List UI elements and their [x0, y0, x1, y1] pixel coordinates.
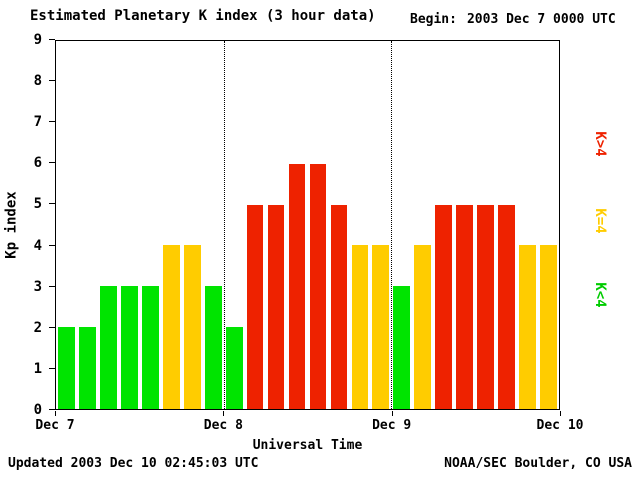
- kp-bar: [141, 286, 159, 409]
- x-axis: Dec 7 Dec 8 Dec 9 Dec 10: [35, 411, 583, 443]
- bars-layer: [56, 41, 559, 409]
- kp-bar: [288, 163, 306, 409]
- kp-bar: [330, 204, 348, 409]
- kp-bar: [351, 245, 369, 409]
- x-tick-mark: [55, 411, 56, 416]
- x-axis-title: Universal Time: [252, 438, 363, 453]
- x-tick-mark: [223, 411, 225, 416]
- y-tick-label: 5: [33, 196, 42, 213]
- y-tick-mark: [49, 367, 55, 369]
- kp-bar: [372, 245, 390, 409]
- kp-bar: [456, 204, 474, 409]
- y-axis: 0 1 2 3 4 5 6 7 8 9: [0, 33, 55, 417]
- plot-area: [55, 40, 560, 410]
- kp-bar: [100, 286, 117, 409]
- source-text: NOAA/SEC Boulder, CO USA: [444, 456, 632, 471]
- y-tick-mark: [49, 326, 55, 328]
- kp-bar: [435, 204, 453, 409]
- y-tick-label: 3: [33, 278, 42, 295]
- legend-k-below-4: K<4: [592, 282, 608, 308]
- separators-layer: [56, 41, 559, 409]
- begin-timestamp: Begin: 2003 Dec 7 0000 UTC: [410, 12, 616, 27]
- y-tick-label: 1: [33, 360, 42, 377]
- y-tick-label: 0: [33, 402, 42, 418]
- kp-bar: [58, 327, 75, 409]
- y-tick-label: 9: [33, 32, 42, 48]
- kp-bar: [225, 327, 243, 409]
- kp-bar: [183, 245, 201, 409]
- begin-label: Begin:: [410, 12, 457, 27]
- chart-title: Estimated Planetary K index (3 hour data…: [30, 8, 376, 24]
- updated-text: Updated 2003 Dec 10 02:45:03 UTC: [8, 456, 259, 471]
- kp-bar: [204, 286, 222, 409]
- x-tick-label: Dec 7: [35, 418, 75, 433]
- y-tick-mark: [49, 162, 55, 164]
- x-tick-label: Dec 9: [372, 418, 412, 433]
- kp-bar: [246, 204, 264, 409]
- y-tick-mark: [49, 285, 55, 287]
- y-tick-label: 2: [33, 319, 42, 336]
- kp-bar: [309, 163, 327, 409]
- kp-bar: [120, 286, 138, 409]
- y-tick-mark: [49, 203, 55, 205]
- kp-bar: [414, 245, 432, 409]
- kp-bar: [540, 245, 557, 409]
- legend-k-equal-4: K=4: [592, 208, 608, 234]
- kp-bar: [267, 204, 285, 409]
- kp-bar: [519, 245, 536, 409]
- begin-value: 2003 Dec 7 0000 UTC: [466, 12, 616, 27]
- legend-k-above-4: K>4: [592, 130, 608, 157]
- kp-bar: [498, 204, 515, 409]
- y-tick-mark: [49, 244, 55, 246]
- x-tick-label: Dec 10: [536, 418, 584, 433]
- y-tick-mark: [49, 80, 55, 82]
- color-legend: K>4 K=4 K<4: [585, 40, 615, 410]
- day-separator: [391, 41, 393, 409]
- day-separator: [223, 41, 225, 409]
- x-tick-mark: [391, 411, 393, 416]
- kp-bar: [477, 204, 495, 409]
- y-tick-label: 7: [33, 114, 42, 131]
- x-tick-label: Dec 8: [203, 418, 243, 433]
- kp-bar: [162, 245, 180, 409]
- kp-bar: [393, 286, 411, 409]
- y-tick-label: 4: [33, 237, 42, 254]
- y-tick-mark: [49, 409, 55, 410]
- y-tick-mark: [49, 121, 55, 123]
- y-tick-mark: [49, 39, 55, 40]
- kp-bar: [79, 327, 96, 409]
- y-tick-label: 6: [33, 155, 42, 172]
- x-tick-mark: [560, 411, 561, 416]
- y-tick-label: 8: [33, 73, 42, 90]
